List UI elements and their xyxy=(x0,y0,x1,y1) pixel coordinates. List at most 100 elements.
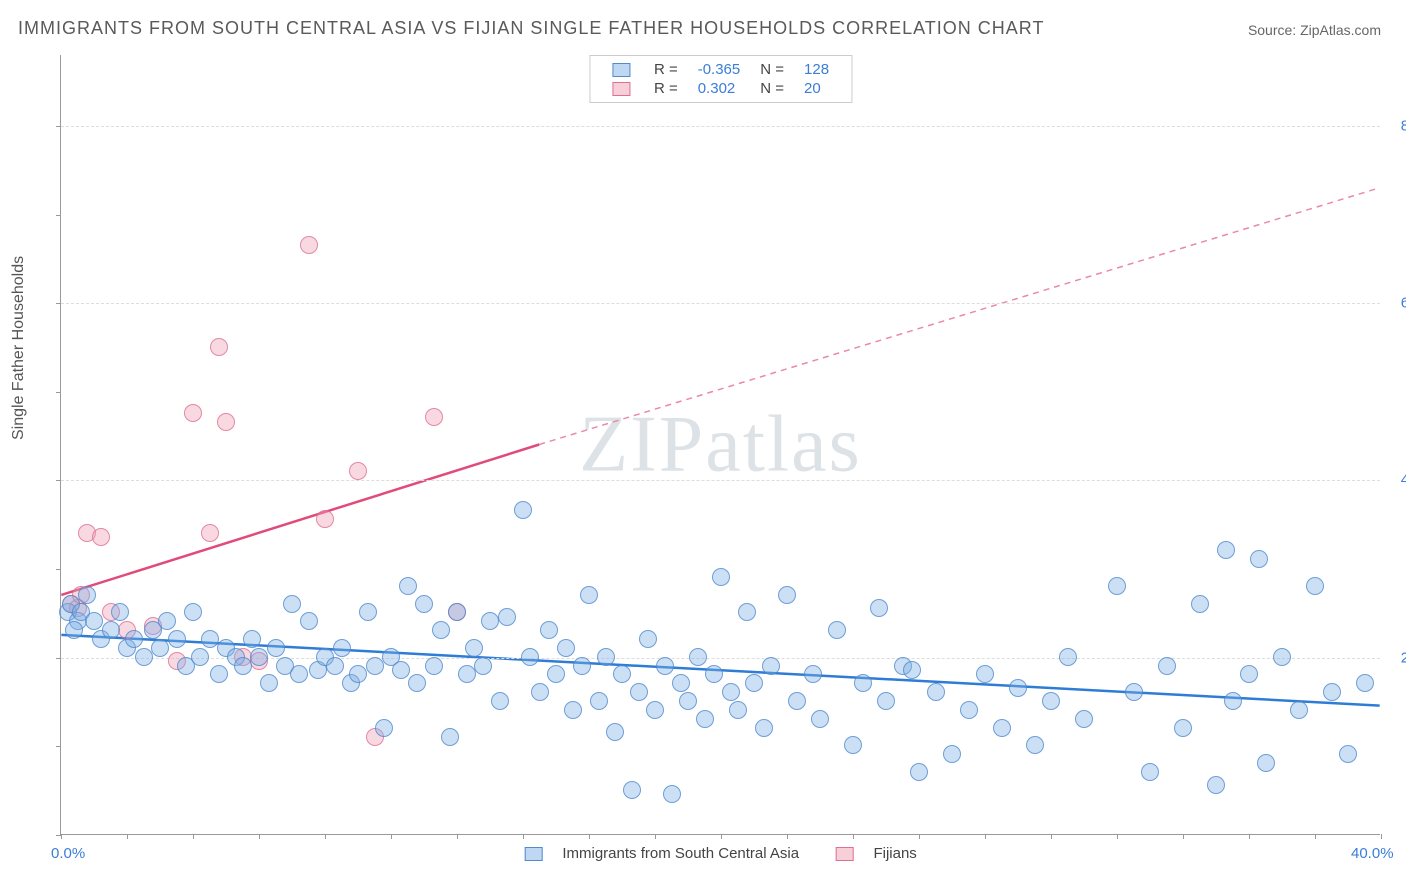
y-tick-mark xyxy=(56,658,61,659)
source-label: Source: xyxy=(1248,22,1296,38)
data-point xyxy=(573,657,591,675)
blue-r-value: -0.365 xyxy=(688,60,751,79)
data-point xyxy=(1108,577,1126,595)
pink-r-value: 0.302 xyxy=(688,79,751,98)
data-point xyxy=(1059,648,1077,666)
data-point xyxy=(547,665,565,683)
data-point xyxy=(184,603,202,621)
data-point xyxy=(663,785,681,803)
data-point xyxy=(366,657,384,675)
x-tick-mark xyxy=(193,834,194,839)
data-point xyxy=(910,763,928,781)
data-point xyxy=(1075,710,1093,728)
data-point xyxy=(854,674,872,692)
data-point xyxy=(804,665,822,683)
data-point xyxy=(201,630,219,648)
x-tick-mark xyxy=(787,834,788,839)
data-point xyxy=(333,639,351,657)
data-point xyxy=(1250,550,1268,568)
data-point xyxy=(481,612,499,630)
data-point xyxy=(283,595,301,613)
data-point xyxy=(745,674,763,692)
x-tick-mark xyxy=(919,834,920,839)
data-point xyxy=(158,612,176,630)
data-point xyxy=(762,657,780,675)
data-point xyxy=(960,701,978,719)
plot-area: ZIPatlas R =-0.365 N =128 R =0.302 N =20… xyxy=(60,55,1380,835)
data-point xyxy=(788,692,806,710)
y-tick-mark xyxy=(56,569,61,570)
data-point xyxy=(1207,776,1225,794)
data-point xyxy=(300,612,318,630)
data-point xyxy=(514,501,532,519)
data-point xyxy=(465,639,483,657)
data-point xyxy=(1290,701,1308,719)
x-tick-mark xyxy=(589,834,590,839)
data-point xyxy=(184,404,202,422)
data-point xyxy=(326,657,344,675)
data-point xyxy=(1339,745,1357,763)
data-point xyxy=(976,665,994,683)
data-point xyxy=(78,586,96,604)
pink-n-value: 20 xyxy=(794,79,839,98)
data-point xyxy=(316,510,334,528)
swatch-pink-bottom xyxy=(835,847,853,861)
x-tick-mark xyxy=(391,834,392,839)
data-point xyxy=(755,719,773,737)
data-point xyxy=(359,603,377,621)
data-point xyxy=(828,621,846,639)
data-point xyxy=(85,612,103,630)
data-point xyxy=(1356,674,1374,692)
data-point xyxy=(729,701,747,719)
legend-correlation-box: R =-0.365 N =128 R =0.302 N =20 xyxy=(589,55,852,103)
chart-title: IMMIGRANTS FROM SOUTH CENTRAL ASIA VS FI… xyxy=(18,18,1044,39)
data-point xyxy=(1042,692,1060,710)
x-tick-mark xyxy=(655,834,656,839)
x-tick-mark xyxy=(853,834,854,839)
data-point xyxy=(623,781,641,799)
data-point xyxy=(448,603,466,621)
data-point xyxy=(432,621,450,639)
data-point xyxy=(712,568,730,586)
y-tick-label: 2.0% xyxy=(1401,649,1406,666)
data-point xyxy=(168,630,186,648)
data-point xyxy=(201,524,219,542)
data-point xyxy=(903,661,921,679)
data-point xyxy=(267,639,285,657)
data-point xyxy=(415,595,433,613)
data-point xyxy=(210,665,228,683)
data-point xyxy=(646,701,664,719)
x-tick-mark xyxy=(127,834,128,839)
source-link[interactable]: ZipAtlas.com xyxy=(1300,22,1381,38)
data-point xyxy=(151,639,169,657)
data-point xyxy=(1306,577,1324,595)
swatch-blue xyxy=(612,63,630,77)
data-point xyxy=(1125,683,1143,701)
data-point xyxy=(943,745,961,763)
data-point xyxy=(557,639,575,657)
data-point xyxy=(111,603,129,621)
watermark: ZIPatlas xyxy=(579,399,862,490)
data-point xyxy=(260,674,278,692)
x-tick-mark xyxy=(457,834,458,839)
y-tick-mark xyxy=(56,480,61,481)
x-tick-mark xyxy=(523,834,524,839)
legend-row-pink: R =0.302 N =20 xyxy=(602,79,839,98)
data-point xyxy=(679,692,697,710)
data-point xyxy=(639,630,657,648)
data-point xyxy=(630,683,648,701)
gridline xyxy=(61,126,1380,127)
legend-row-blue: R =-0.365 N =128 xyxy=(602,60,839,79)
gridline xyxy=(61,303,1380,304)
x-tick-mark xyxy=(1381,834,1382,839)
data-point xyxy=(191,648,209,666)
data-point xyxy=(606,723,624,741)
data-point xyxy=(540,621,558,639)
trend-lines-layer xyxy=(61,55,1380,834)
data-point xyxy=(1191,595,1209,613)
data-point xyxy=(613,665,631,683)
data-point xyxy=(811,710,829,728)
data-point xyxy=(696,710,714,728)
y-tick-mark xyxy=(56,303,61,304)
x-tick-mark xyxy=(985,834,986,839)
